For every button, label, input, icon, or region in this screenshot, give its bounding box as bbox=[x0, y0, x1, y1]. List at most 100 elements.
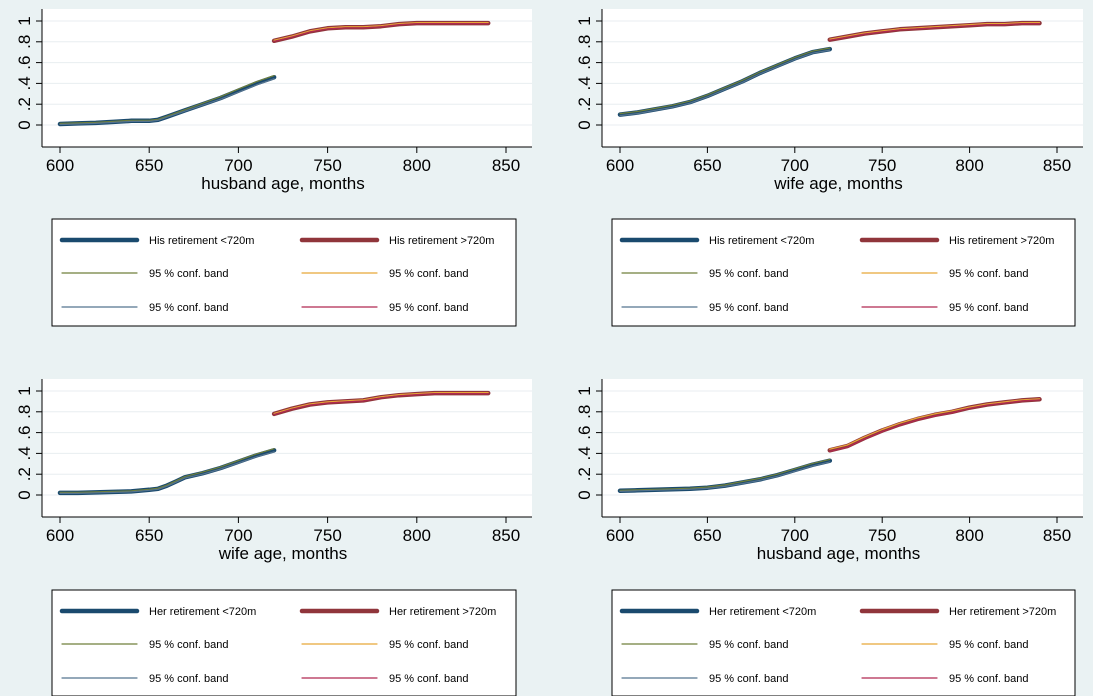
x-tick-label: 650 bbox=[135, 526, 163, 545]
y-tick-label: .4 bbox=[575, 76, 594, 90]
series-line bbox=[59, 74, 275, 125]
x-tick-label: 700 bbox=[781, 526, 809, 545]
legend-label: 95 % conf. band bbox=[149, 302, 229, 314]
series-line bbox=[619, 458, 831, 491]
legend-label: 95 % conf. band bbox=[389, 673, 469, 685]
y-tick-label: 0 bbox=[575, 490, 594, 499]
legend-label: His retirement <720m bbox=[709, 235, 814, 247]
x-tick-label: 600 bbox=[46, 526, 74, 545]
y-tick-label: 1 bbox=[575, 386, 594, 395]
x-tick-label: 700 bbox=[224, 156, 252, 175]
legend-label: 95 % conf. band bbox=[949, 302, 1029, 314]
legend-label: 95 % conf. band bbox=[949, 673, 1029, 685]
series-line bbox=[829, 399, 1041, 452]
chart-panel: 0 .2 .4 .6 .8 1 600 650 700 750 800 850 husband age,… bbox=[575, 379, 1083, 563]
legend-label: 95 % conf. band bbox=[389, 302, 469, 314]
legend-label: 95 % conf. band bbox=[709, 673, 789, 685]
x-tick-label: 750 bbox=[868, 526, 896, 545]
x-tick-label: 800 bbox=[403, 526, 431, 545]
x-tick-label: 650 bbox=[693, 526, 721, 545]
y-tick-label: .6 bbox=[15, 426, 34, 440]
y-tick-label: .8 bbox=[575, 405, 594, 419]
x-tick-label: 600 bbox=[606, 156, 634, 175]
x-tick-label: 750 bbox=[313, 526, 341, 545]
x-tick-label: 850 bbox=[1043, 156, 1071, 175]
x-tick-label: 850 bbox=[492, 156, 520, 175]
legend-label: 95 % conf. band bbox=[949, 268, 1029, 280]
y-tick-label: .8 bbox=[575, 35, 594, 49]
legend: Her retirement <720m Her retirement >720m… bbox=[51, 589, 517, 696]
legend-label: Her retirement <720m bbox=[709, 606, 816, 618]
series-line bbox=[59, 78, 275, 126]
series-line bbox=[59, 448, 275, 493]
y-tick-label: 0 bbox=[15, 120, 34, 129]
legend-label: His retirement <720m bbox=[149, 235, 254, 247]
legend-label: 95 % conf. band bbox=[149, 268, 229, 280]
x-tick-label: 800 bbox=[955, 156, 983, 175]
y-tick-label: .6 bbox=[575, 426, 594, 440]
legend-label: 95 % conf. band bbox=[149, 673, 229, 685]
legend-label: 95 % conf. band bbox=[709, 302, 789, 314]
y-tick-label: .6 bbox=[15, 56, 34, 70]
legend-label: Her retirement >720m bbox=[389, 606, 496, 618]
y-tick-label: .4 bbox=[15, 446, 34, 460]
x-tick-label: 800 bbox=[955, 526, 983, 545]
x-tick-label: 700 bbox=[224, 526, 252, 545]
legend-label: His retirement >720m bbox=[949, 235, 1054, 247]
legend-label: 95 % conf. band bbox=[389, 639, 469, 651]
legend-label: 95 % conf. band bbox=[389, 268, 469, 280]
legend: His retirement <720m His retirement >720m… bbox=[51, 218, 517, 327]
series-line bbox=[273, 23, 489, 42]
plot-area bbox=[42, 9, 532, 147]
y-tick-label: .2 bbox=[575, 97, 594, 111]
y-tick-label: .6 bbox=[575, 56, 594, 70]
legend-label: 95 % conf. band bbox=[149, 639, 229, 651]
series-line bbox=[619, 47, 831, 115]
plot-area bbox=[42, 379, 532, 517]
x-tick-label: 850 bbox=[492, 526, 520, 545]
x-axis-title: wife age, months bbox=[218, 544, 348, 563]
y-tick-label: .2 bbox=[15, 467, 34, 481]
legend-label: Her retirement >720m bbox=[949, 606, 1056, 618]
y-tick-label: .4 bbox=[15, 76, 34, 90]
x-tick-label: 800 bbox=[403, 156, 431, 175]
x-tick-label: 650 bbox=[693, 156, 721, 175]
y-tick-label: .4 bbox=[575, 446, 594, 460]
series-line bbox=[59, 451, 275, 494]
x-tick-label: 750 bbox=[313, 156, 341, 175]
y-tick-label: 1 bbox=[575, 16, 594, 25]
series-line bbox=[273, 392, 489, 414]
y-tick-label: 0 bbox=[15, 490, 34, 499]
y-tick-label: .2 bbox=[575, 467, 594, 481]
chart-panel: 0 .2 .4 .6 .8 1 600 650 700 750 800 850 wife age, mo… bbox=[15, 379, 532, 563]
y-tick-label: 1 bbox=[15, 386, 34, 395]
x-axis-title: husband age, months bbox=[757, 544, 921, 563]
y-tick-label: 1 bbox=[15, 16, 34, 25]
series-line bbox=[829, 23, 1041, 41]
series-line bbox=[617, 46, 833, 117]
y-tick-label: .8 bbox=[15, 405, 34, 419]
series-line bbox=[619, 49, 831, 117]
legend-label: 95 % conf. band bbox=[709, 639, 789, 651]
chart-panel: 0 .2 .4 .6 .8 1 600 650 700 750 800 850 wife age, mo… bbox=[575, 9, 1083, 193]
plot-area bbox=[602, 9, 1083, 147]
legend: Her retirement <720m Her retirement >720m… bbox=[611, 589, 1076, 696]
legend-label: His retirement >720m bbox=[389, 235, 494, 247]
x-tick-label: 600 bbox=[606, 526, 634, 545]
legend-label: 95 % conf. band bbox=[949, 639, 1029, 651]
x-tick-label: 750 bbox=[868, 156, 896, 175]
x-tick-label: 650 bbox=[135, 156, 163, 175]
x-tick-label: 700 bbox=[781, 156, 809, 175]
legend-label: 95 % conf. band bbox=[709, 268, 789, 280]
series-line bbox=[829, 22, 1041, 40]
series-line bbox=[273, 393, 489, 415]
series-line bbox=[273, 22, 489, 41]
x-axis-title: husband age, months bbox=[201, 174, 365, 193]
x-axis-title: wife age, months bbox=[773, 174, 903, 193]
legend-label: Her retirement <720m bbox=[149, 606, 256, 618]
y-tick-label: .8 bbox=[15, 35, 34, 49]
series-line bbox=[829, 398, 1041, 450]
x-tick-label: 600 bbox=[46, 156, 74, 175]
legend: His retirement <720m His retirement >720m… bbox=[611, 218, 1076, 327]
